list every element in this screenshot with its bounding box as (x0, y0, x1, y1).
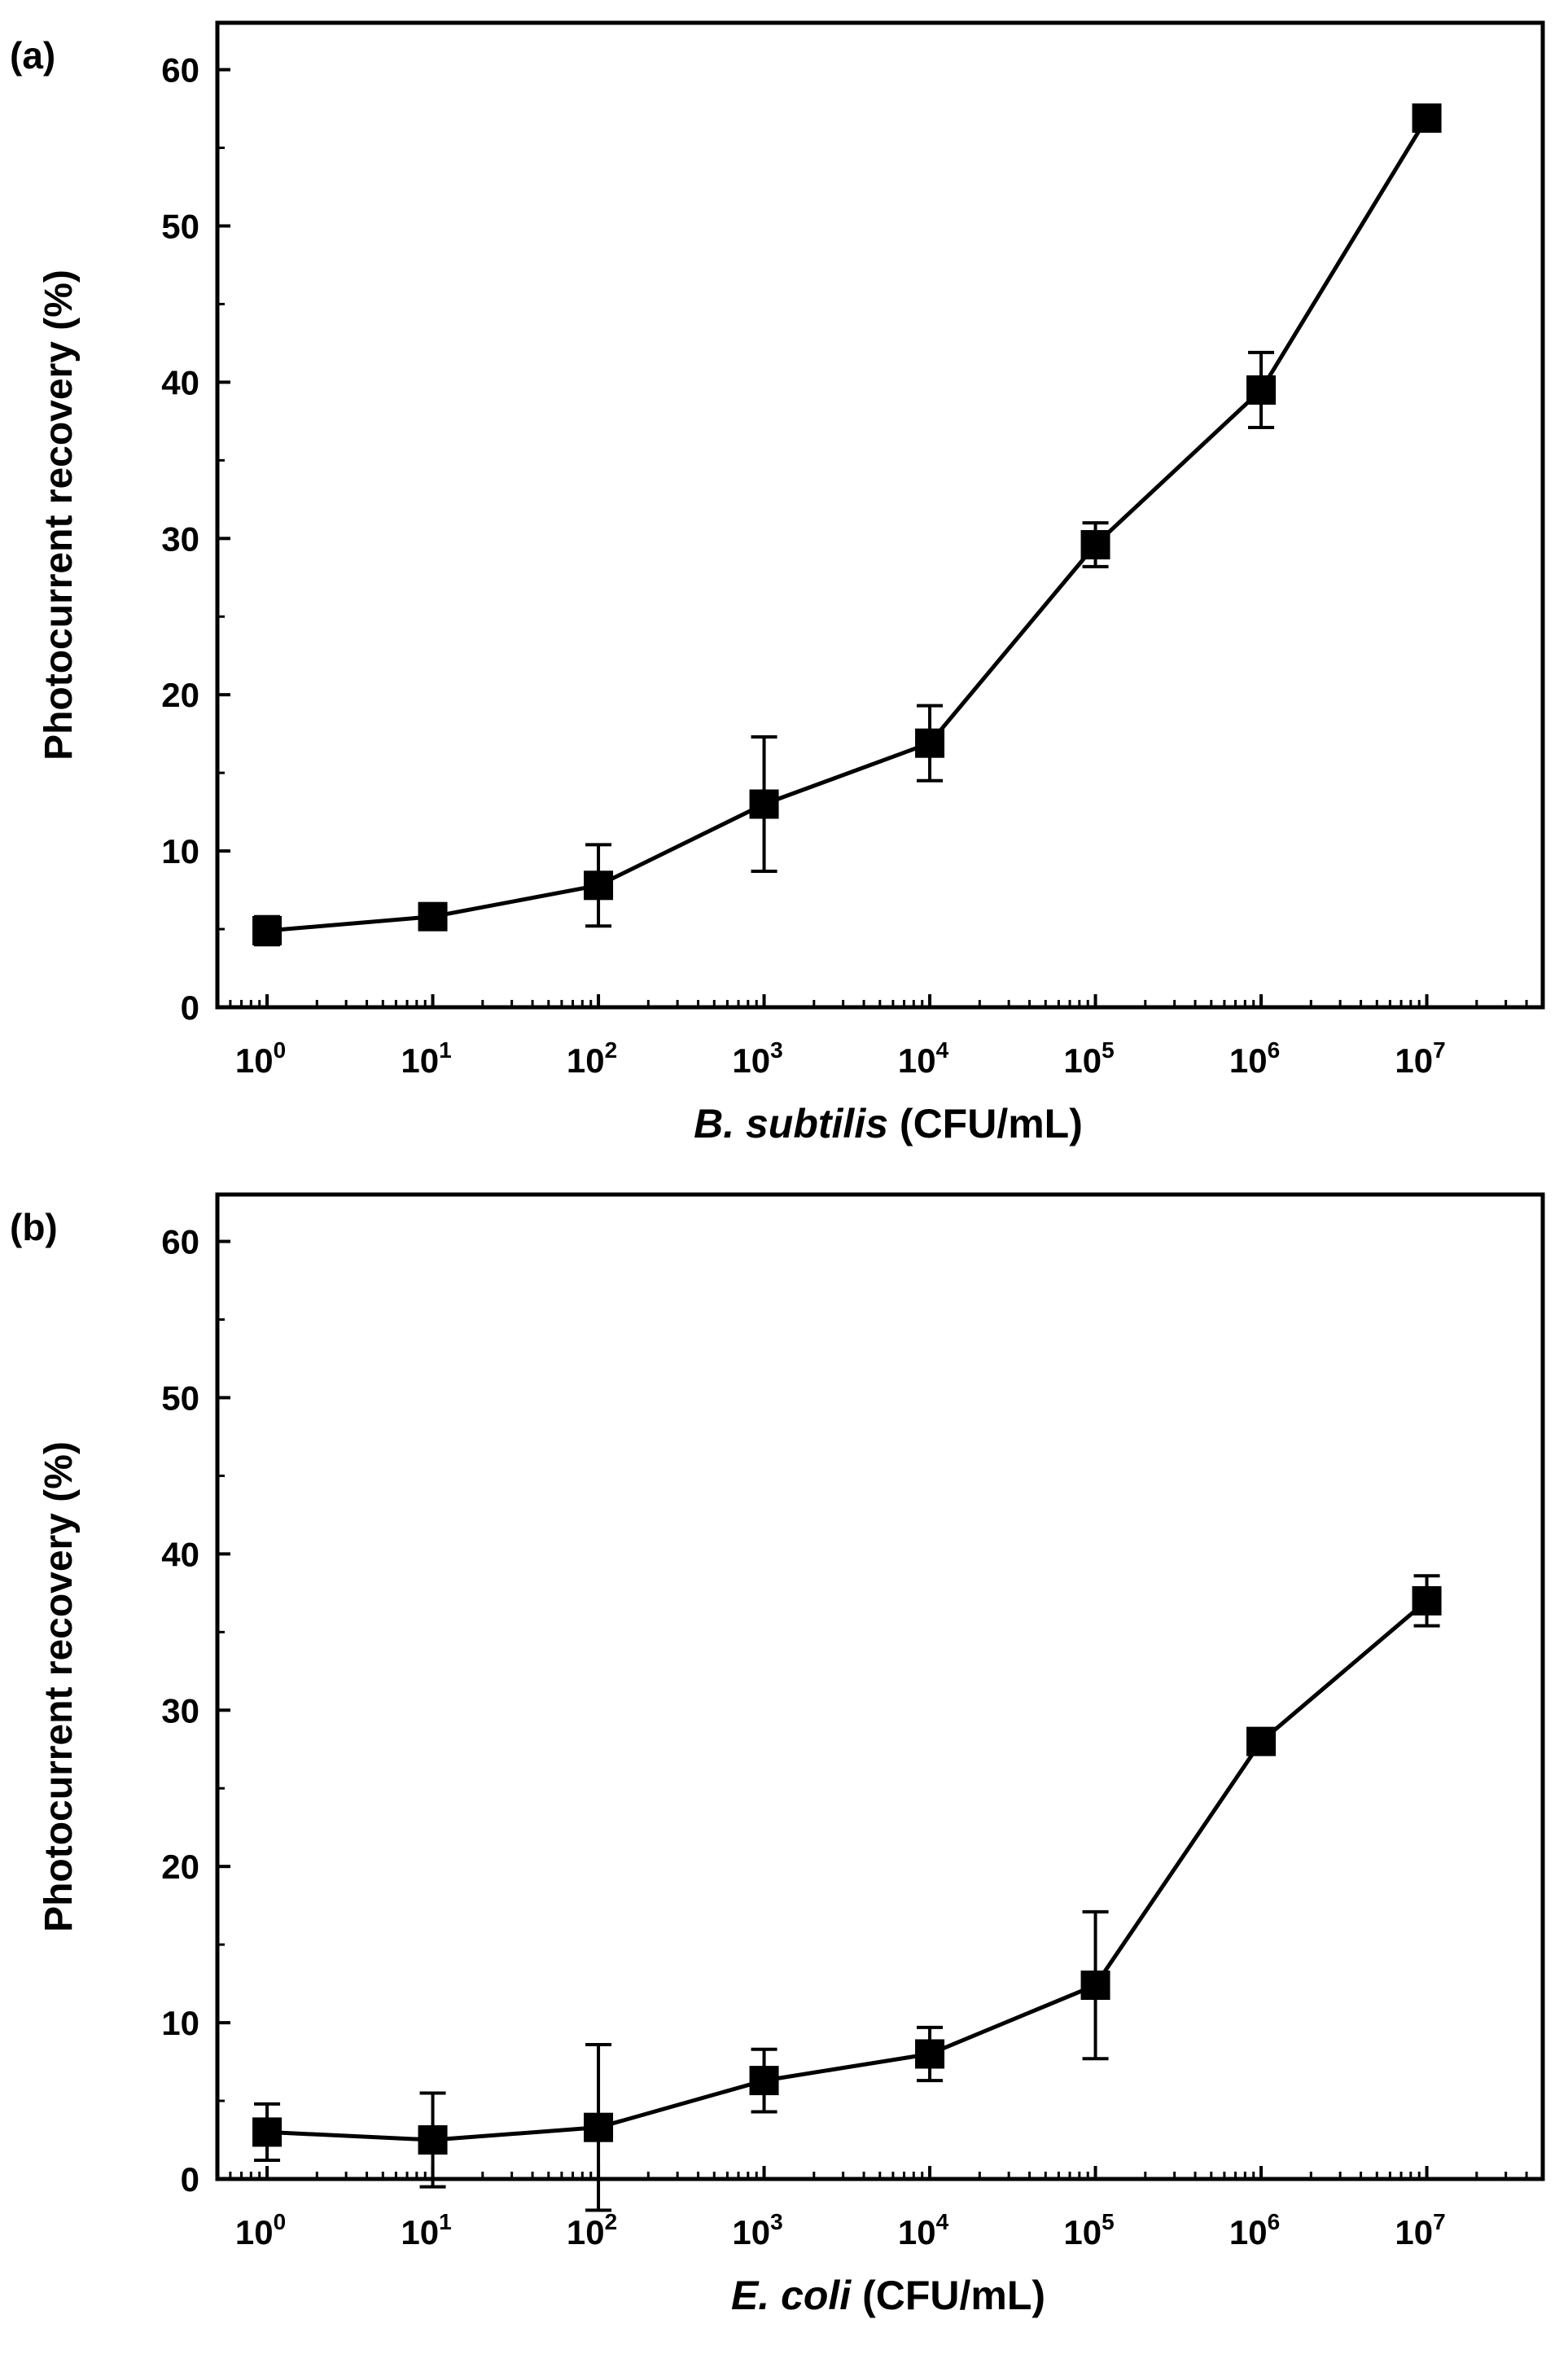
data-point (749, 2066, 779, 2096)
data-point (749, 789, 779, 819)
y-tick-label: 60 (161, 1223, 199, 1261)
x-tick-base: 10 (732, 1041, 770, 1080)
x-tick-base: 10 (235, 1041, 274, 1080)
x-axis-label-species: B. subtilis (694, 1101, 888, 1146)
x-axis-label: E. coli (CFU/mL) (731, 2273, 1045, 2318)
x-tick-label: 105 (1063, 1037, 1114, 1080)
x-tick-exponent: 5 (1102, 2209, 1115, 2234)
data-point (252, 915, 283, 945)
data-point (584, 2112, 614, 2142)
x-tick-exponent: 2 (605, 1037, 618, 1063)
data-point (1080, 529, 1110, 559)
y-tick-label: 40 (161, 1535, 199, 1573)
y-tick-label: 10 (161, 832, 199, 870)
x-tick-base: 10 (1063, 1041, 1102, 1080)
x-axis-label: B. subtilis (CFU/mL) (694, 1101, 1083, 1146)
x-tick-base: 10 (401, 1041, 439, 1080)
data-point (915, 728, 945, 758)
x-tick-label: 106 (1229, 2209, 1280, 2251)
data-point (1412, 103, 1442, 134)
x-tick-exponent: 5 (1102, 1037, 1115, 1063)
x-tick-label: 103 (732, 2209, 782, 2251)
y-tick-label: 50 (161, 207, 199, 245)
data-point (1080, 1971, 1110, 2001)
x-tick-label: 104 (898, 1037, 949, 1080)
plot-frame (215, 1192, 1545, 2181)
x-tick-exponent: 3 (770, 2209, 783, 2234)
x-tick-base: 10 (1063, 2213, 1102, 2251)
x-axis-label-unit: (CFU/mL) (851, 2273, 1045, 2318)
x-tick-exponent: 4 (936, 2209, 949, 2234)
y-tick-label: 30 (161, 520, 199, 558)
x-tick-base: 10 (732, 2213, 770, 2251)
x-tick-label: 100 (235, 1037, 286, 1080)
x-tick-base: 10 (898, 1041, 936, 1080)
x-tick-exponent: 6 (1268, 1037, 1281, 1063)
x-tick-label: 102 (567, 1037, 617, 1080)
y-tick-label: 20 (161, 1848, 199, 1886)
x-tick-base: 10 (1395, 2213, 1433, 2251)
x-tick-exponent: 7 (1433, 2209, 1446, 2234)
x-tick-base: 10 (1229, 1041, 1268, 1080)
x-tick-label: 104 (898, 2209, 949, 2251)
plot-frame (215, 20, 1545, 1010)
x-tick-base: 10 (235, 2213, 274, 2251)
data-point (584, 870, 614, 901)
x-tick-exponent: 6 (1268, 2209, 1281, 2234)
y-tick-label: 0 (181, 2160, 199, 2199)
x-tick-label: 101 (401, 1037, 451, 1080)
series-line (266, 1599, 1429, 2142)
x-tick-exponent: 1 (439, 1037, 452, 1063)
x-tick-base: 10 (1395, 1041, 1433, 1080)
x-tick-base: 10 (1229, 2213, 1268, 2251)
x-tick-label: 100 (235, 2209, 286, 2251)
y-tick-label: 20 (161, 676, 199, 714)
x-tick-label: 107 (1395, 1037, 1445, 1080)
x-tick-exponent: 2 (605, 2209, 618, 2234)
series-line (266, 116, 1429, 933)
x-tick-exponent: 7 (1433, 1037, 1446, 1063)
panel-label: (a) (10, 34, 55, 77)
x-tick-exponent: 0 (274, 1037, 287, 1063)
x-tick-label: 101 (401, 2209, 451, 2251)
x-tick-exponent: 1 (439, 2209, 452, 2234)
y-tick-label: 10 (161, 2004, 199, 2042)
y-tick-label: 0 (181, 989, 199, 1027)
y-axis-label: Photocurrent recovery (%) (37, 1441, 81, 1932)
y-tick-label: 30 (161, 1691, 199, 1730)
x-tick-label: 107 (1395, 2209, 1445, 2251)
data-point (252, 2117, 283, 2147)
x-tick-label: 102 (567, 2209, 617, 2251)
x-tick-label: 103 (732, 1037, 782, 1080)
x-tick-exponent: 4 (936, 1037, 949, 1063)
data-point (418, 901, 448, 932)
panel-label: (b) (10, 1206, 58, 1248)
data-point (1246, 1726, 1277, 1756)
x-tick-base: 10 (898, 2213, 936, 2251)
y-tick-label: 40 (161, 363, 199, 401)
data-point (418, 2125, 448, 2155)
x-tick-label: 106 (1229, 1037, 1280, 1080)
y-axis-label: Photocurrent recovery (%) (37, 270, 81, 761)
data-point (1412, 1585, 1442, 1616)
x-tick-exponent: 3 (770, 1037, 783, 1063)
x-tick-base: 10 (567, 2213, 605, 2251)
y-tick-label: 60 (161, 51, 199, 90)
data-point (1246, 375, 1277, 405)
x-tick-base: 10 (401, 2213, 439, 2251)
x-tick-base: 10 (567, 1041, 605, 1080)
data-point (915, 2039, 945, 2069)
x-tick-label: 105 (1063, 2209, 1114, 2251)
x-axis-label-species: E. coli (731, 2273, 852, 2318)
y-tick-label: 50 (161, 1379, 199, 1417)
x-axis-label-unit: (CFU/mL) (888, 1101, 1083, 1146)
x-tick-exponent: 0 (274, 2209, 287, 2234)
